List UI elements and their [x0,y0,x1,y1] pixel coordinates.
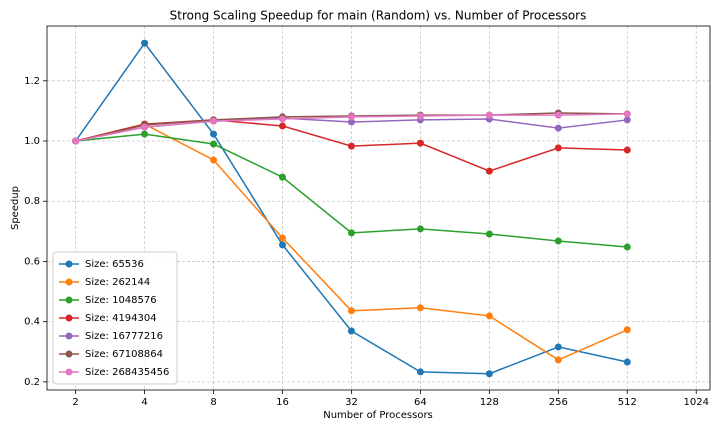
legend-box [52,251,178,385]
legend: Size: 65536 Size: 262144 Size: 1048576 Size… [52,251,178,385]
legend-label: Size: 1048576 [85,295,157,306]
legend-label: Size: 262144 [85,277,150,288]
legend-marker [65,368,73,376]
y-tick-label: 0.2 [24,377,40,388]
point [554,111,562,119]
point [485,167,493,175]
point [554,343,562,351]
point [141,39,149,47]
point [485,370,493,378]
y-tick-label: 0.6 [24,256,40,267]
point [623,146,631,154]
x-tick-label: 4 [141,397,147,408]
point [416,304,424,312]
point [278,122,286,130]
point [485,111,493,119]
point [347,113,355,121]
point [416,112,424,120]
x-tick-label: 16 [276,397,289,408]
point [623,110,631,118]
legend-label: Size: 67108864 [85,349,163,360]
point [141,123,149,131]
point [554,237,562,245]
point [141,130,149,138]
legend-marker [65,332,73,340]
x-tick-label: 2 [72,397,78,408]
point [210,130,218,138]
legend-marker [65,260,73,268]
plot-frame [46,25,711,391]
y-tick-label: 0.4 [24,317,40,328]
x-tick-label: 1024 [684,397,709,408]
point [554,356,562,364]
point [416,368,424,376]
point [278,115,286,123]
x-tick-label: 8 [210,397,216,408]
x-tick-label: 128 [480,397,499,408]
x-tick-label: 64 [414,397,427,408]
point [623,243,631,251]
legend-label: Size: 268435456 [85,367,169,378]
point [347,142,355,150]
point [278,234,286,242]
point [623,358,631,366]
y-tick-label: 0.8 [24,196,40,207]
chart-title: Strong Scaling Speedup for main (Random)… [170,9,587,23]
point [623,326,631,334]
point [623,116,631,124]
point [278,241,286,249]
point [347,118,355,126]
legend-label: Size: 16777216 [85,331,163,342]
y-tick-label: 1.0 [24,136,40,147]
legend-marker [65,350,73,358]
y-tick-label: 1.2 [24,76,40,87]
legend-label: Size: 4194304 [85,313,157,324]
point [210,140,218,148]
x-tick-label: 512 [618,397,637,408]
x-axis-label: Number of Processors [323,410,433,421]
point [347,327,355,335]
point [210,156,218,164]
point [485,230,493,238]
point [210,117,218,125]
legend-marker [65,314,73,322]
legend-marker [65,278,73,286]
point [347,229,355,237]
legend-marker [65,296,73,304]
x-tick-label: 256 [549,397,568,408]
point [554,144,562,152]
y-axis-label: Speedup [10,186,21,230]
point [416,225,424,233]
point [554,124,562,132]
x-tick-label: 32 [345,397,358,408]
point [278,173,286,181]
point [485,312,493,320]
point [72,137,80,145]
point [347,307,355,315]
point [416,139,424,147]
legend-label: Size: 65536 [85,259,144,270]
